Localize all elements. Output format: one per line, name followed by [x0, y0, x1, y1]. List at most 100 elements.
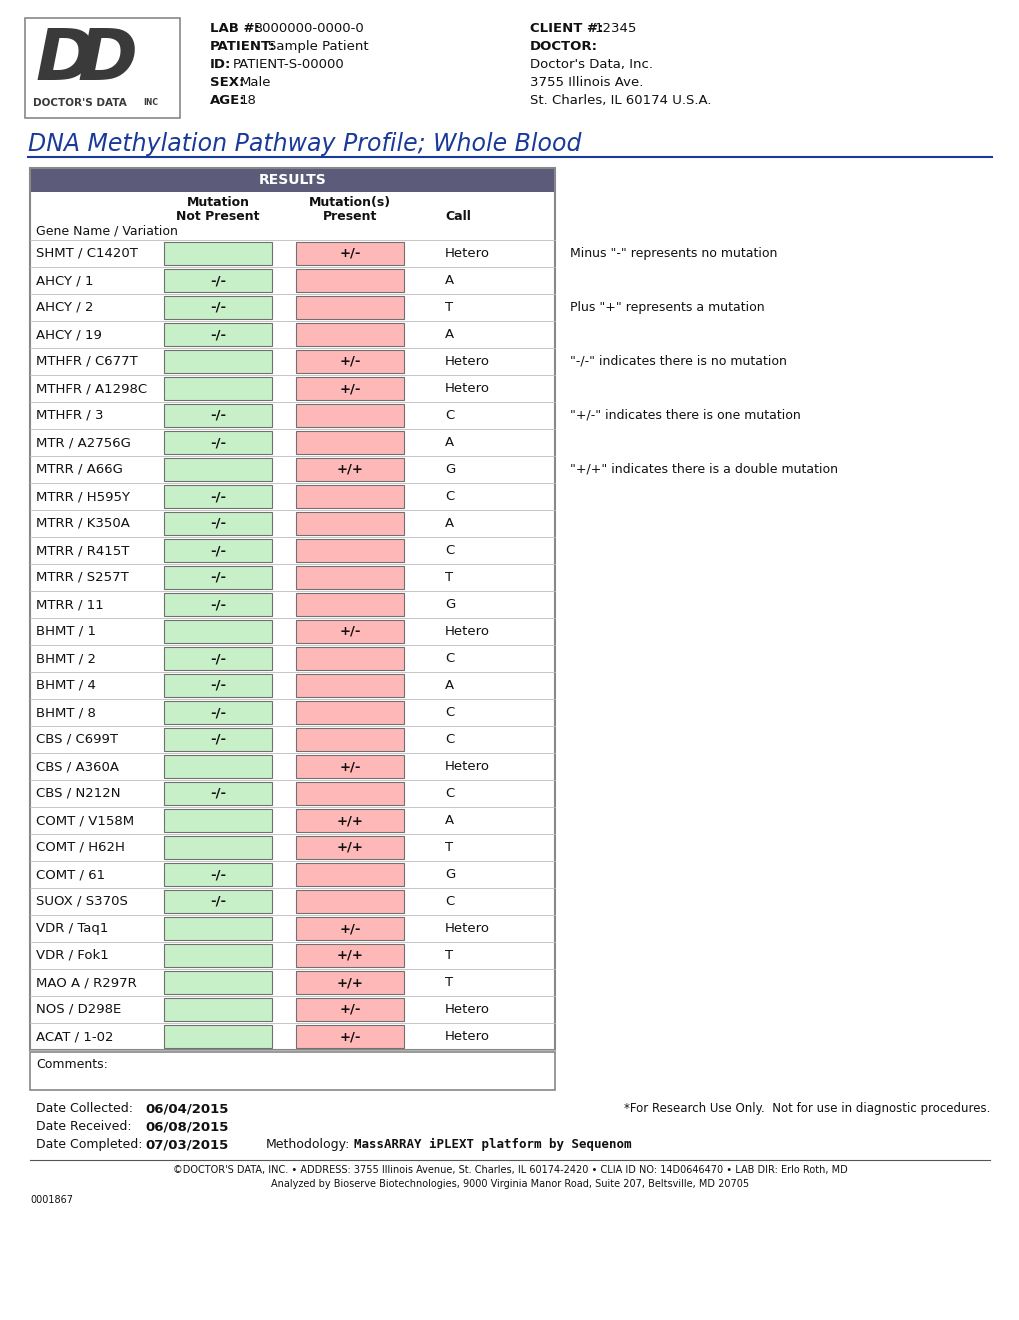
Text: Hetero: Hetero	[444, 1003, 489, 1016]
Text: -/-: -/-	[210, 301, 226, 314]
Bar	[164, 972, 272, 994]
Text: Hetero: Hetero	[444, 247, 489, 260]
Bar	[296, 809, 404, 832]
Bar	[296, 781, 404, 805]
Text: A: A	[444, 678, 453, 692]
Text: C: C	[444, 787, 453, 800]
Bar	[296, 296, 404, 319]
Bar	[164, 323, 272, 346]
Bar	[296, 972, 404, 994]
Text: C: C	[444, 544, 453, 557]
Text: "+/+" indicates there is a double mutation: "+/+" indicates there is a double mutati…	[570, 463, 838, 477]
Text: T: T	[444, 841, 452, 854]
Text: Hetero: Hetero	[444, 921, 489, 935]
Bar	[164, 1026, 272, 1048]
Text: ©DOCTOR'S DATA, INC. • ADDRESS: 3755 Illinois Avenue, St. Charles, IL 60174-2420: ©DOCTOR'S DATA, INC. • ADDRESS: 3755 Ill…	[172, 1166, 847, 1175]
Text: PATIENT-S-00000: PATIENT-S-00000	[232, 58, 344, 71]
Bar	[296, 863, 404, 886]
Text: INC: INC	[143, 98, 158, 107]
Text: C: C	[444, 895, 453, 908]
Bar	[296, 539, 404, 562]
Bar	[164, 432, 272, 454]
Bar	[296, 729, 404, 751]
Bar	[296, 242, 404, 265]
Text: Hetero: Hetero	[444, 1030, 489, 1043]
Bar	[296, 755, 404, 777]
Text: A: A	[444, 327, 453, 341]
Bar	[164, 809, 272, 832]
Text: AHCY / 1: AHCY / 1	[36, 275, 94, 286]
Bar	[164, 944, 272, 968]
Text: +/+: +/+	[336, 463, 363, 477]
Bar	[164, 378, 272, 400]
Text: *For Research Use Only.  Not for use in diagnostic procedures.: *For Research Use Only. Not for use in d…	[623, 1102, 989, 1115]
Text: 0001867: 0001867	[30, 1195, 73, 1205]
Bar	[296, 404, 404, 426]
Bar	[25, 18, 179, 117]
Text: SEX:: SEX:	[210, 77, 245, 88]
Text: BHMT / 2: BHMT / 2	[36, 652, 96, 665]
Text: +/-: +/-	[339, 1030, 361, 1043]
Bar	[30, 168, 554, 191]
Text: VDR / Taq1: VDR / Taq1	[36, 921, 108, 935]
Bar	[296, 378, 404, 400]
Text: +/-: +/-	[339, 760, 361, 774]
Bar	[296, 458, 404, 480]
Bar	[296, 484, 404, 508]
Text: 06/04/2015: 06/04/2015	[145, 1102, 228, 1115]
Bar	[296, 350, 404, 374]
Text: G: G	[444, 598, 454, 611]
Text: 12345: 12345	[594, 22, 637, 36]
Bar	[164, 566, 272, 589]
Bar	[164, 998, 272, 1020]
Bar	[164, 890, 272, 913]
Bar	[296, 944, 404, 968]
Text: -/-: -/-	[210, 327, 226, 341]
Bar	[164, 647, 272, 671]
Bar	[164, 836, 272, 859]
Text: DOCTOR:: DOCTOR:	[530, 40, 597, 53]
Text: Minus "-" represents no mutation: Minus "-" represents no mutation	[570, 247, 776, 260]
Text: T: T	[444, 301, 452, 314]
Text: LAB #:: LAB #:	[210, 22, 260, 36]
Text: +/-: +/-	[339, 381, 361, 395]
Bar	[296, 917, 404, 940]
Text: -/-: -/-	[210, 490, 226, 503]
Text: "-/-" indicates there is no mutation: "-/-" indicates there is no mutation	[570, 355, 786, 368]
Text: DOCTOR'S DATA: DOCTOR'S DATA	[33, 98, 126, 108]
Text: T: T	[444, 975, 452, 989]
Text: -/-: -/-	[210, 436, 226, 449]
Text: Methodology:: Methodology:	[266, 1138, 351, 1151]
Text: DNA Methylation Pathway Profile; Whole Blood: DNA Methylation Pathway Profile; Whole B…	[28, 132, 581, 156]
Bar	[164, 701, 272, 723]
Text: Mutation(s): Mutation(s)	[309, 195, 390, 209]
Text: B000000-0000-0: B000000-0000-0	[254, 22, 365, 36]
Text: A: A	[444, 814, 453, 828]
Bar	[296, 1026, 404, 1048]
Bar	[164, 269, 272, 292]
Text: Hetero: Hetero	[444, 624, 489, 638]
Text: Hetero: Hetero	[444, 381, 489, 395]
Text: -/-: -/-	[210, 733, 226, 746]
Text: Comments:: Comments:	[36, 1059, 108, 1071]
Bar	[296, 512, 404, 535]
Text: T: T	[444, 572, 452, 583]
Bar	[296, 593, 404, 616]
Bar	[296, 323, 404, 346]
Text: MTRR / R415T: MTRR / R415T	[36, 544, 129, 557]
Text: RESULTS: RESULTS	[259, 173, 326, 187]
Text: Plus "+" represents a mutation: Plus "+" represents a mutation	[570, 301, 764, 314]
Text: -/-: -/-	[210, 895, 226, 908]
Text: -/-: -/-	[210, 787, 226, 800]
Bar	[164, 781, 272, 805]
Bar	[164, 484, 272, 508]
Text: +/+: +/+	[336, 814, 363, 828]
Text: AGE:: AGE:	[210, 94, 246, 107]
Text: Analyzed by Bioserve Biotechnologies, 9000 Virginia Manor Road, Suite 207, Belts: Analyzed by Bioserve Biotechnologies, 90…	[271, 1179, 748, 1189]
Text: +/-: +/-	[339, 921, 361, 935]
Text: MTHFR / A1298C: MTHFR / A1298C	[36, 381, 147, 395]
Bar	[296, 269, 404, 292]
Text: MTRR / A66G: MTRR / A66G	[36, 463, 122, 477]
Bar	[164, 863, 272, 886]
Text: ACAT / 1-02: ACAT / 1-02	[36, 1030, 113, 1043]
